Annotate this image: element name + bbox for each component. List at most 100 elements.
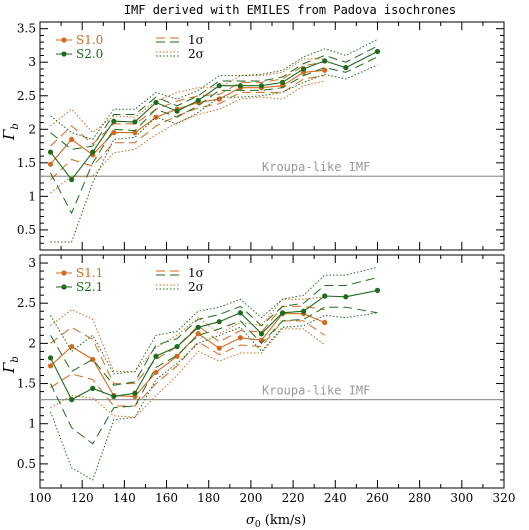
x-tick-label: 280	[408, 491, 431, 505]
data-point	[258, 83, 265, 89]
data-point	[90, 356, 96, 363]
data-point	[174, 353, 180, 359]
y-tick-label: 0.5	[17, 457, 36, 471]
x-tick-label: 140	[113, 491, 136, 505]
bottom-panel: 100 120 140 160 180 200 220 240 260 280 300 320 0.5 1…	[17, 254, 516, 505]
data-point	[322, 67, 328, 73]
data-point	[132, 390, 138, 396]
legend-label: S2.1	[76, 280, 103, 294]
x-tick-label: 200	[239, 491, 262, 505]
data-point	[47, 363, 54, 369]
series-1sigma-lower	[50, 75, 325, 180]
data-point	[279, 310, 286, 316]
data-point	[153, 99, 159, 106]
data-point	[301, 66, 307, 72]
data-point	[153, 369, 159, 375]
y-axis-label-bottom: Γb	[0, 356, 21, 374]
data-point	[132, 119, 138, 125]
series-2sigma-upper	[50, 58, 325, 134]
legend-marker	[61, 51, 67, 57]
series-1sigma-upper	[50, 61, 325, 147]
top-panel: 0.5 1 1.5 2 2.5 3 3.5 Kroupa-like IMF S1.0S2.0 1σ…	[17, 21, 505, 251]
data-point	[69, 136, 75, 142]
legend-sigma-label: 2σ	[188, 280, 204, 294]
data-point	[69, 397, 75, 403]
data-point	[258, 331, 265, 337]
legend-label: S2.0	[76, 47, 103, 61]
data-point	[90, 385, 96, 391]
x-tick-label: 220	[282, 491, 305, 505]
x-tick-label: 160	[155, 491, 178, 505]
data-point	[322, 58, 328, 64]
legend-marker	[61, 284, 67, 290]
y-tick-label: 0.5	[17, 223, 36, 237]
figure-title: IMF derived with EMILES from Padova isoc…	[124, 3, 456, 17]
series-1sigma-upper	[50, 305, 325, 385]
data-point	[174, 108, 180, 114]
series-line	[50, 289, 378, 401]
data-point	[322, 293, 328, 299]
series-2sigma-lower	[50, 312, 378, 481]
y-tick-label: 1	[28, 189, 36, 203]
series-1sigma-lower	[50, 306, 378, 445]
x-tick-label: 100	[29, 491, 52, 505]
kroupa-reference-label: Kroupa-like IMF	[262, 384, 370, 398]
x-tick-label: 260	[366, 491, 389, 505]
legend-sigma-label: 1σ	[188, 266, 204, 280]
data-point	[343, 294, 349, 300]
data-point	[374, 287, 381, 293]
data-point	[195, 97, 201, 104]
x-axis-label: σ0 (km/s)	[246, 513, 306, 530]
data-point	[174, 343, 180, 350]
data-point	[111, 118, 117, 124]
data-point	[195, 324, 201, 330]
svg-text:σ0 (km/s): σ0 (km/s)	[246, 513, 306, 530]
data-point	[237, 83, 243, 89]
data-point	[111, 130, 117, 136]
series-2sigma-lower	[50, 64, 378, 243]
x-tick-label: 300	[450, 491, 473, 505]
data-point	[216, 319, 222, 325]
y-tick-label: 1.5	[17, 156, 36, 170]
data-point	[132, 130, 138, 136]
data-point	[90, 149, 96, 155]
svg-text:Γb: Γb	[0, 123, 21, 141]
data-point	[47, 149, 54, 155]
data-point	[69, 176, 75, 183]
series-line	[50, 313, 325, 397]
y-axis-label-top: Γb	[0, 123, 21, 141]
y-tick-label: 3	[28, 55, 36, 69]
data-point	[47, 161, 54, 167]
series-1sigma-upper	[50, 277, 378, 386]
data-point	[374, 48, 381, 55]
legend-label: S1.1	[76, 266, 103, 280]
y-tick-label: 1.5	[17, 377, 36, 391]
x-tick-label: 320	[493, 491, 516, 505]
data-point	[195, 331, 201, 337]
y-tick-label: 2.5	[17, 89, 36, 103]
data-point	[279, 79, 286, 85]
legend-sigma-label: 2σ	[188, 47, 204, 61]
y-tick-label: 2.5	[17, 296, 36, 310]
y-tick-label: 3.5	[17, 22, 36, 36]
y-tick-label: 1	[28, 417, 36, 431]
data-point	[216, 83, 222, 89]
data-point	[322, 319, 328, 326]
y-tick-label: 2	[28, 336, 36, 350]
y-tick-label: 3	[28, 256, 36, 270]
data-point	[343, 65, 349, 71]
x-tick-label: 240	[324, 491, 347, 505]
series-2sigma-upper	[50, 296, 325, 372]
series-line	[50, 51, 378, 181]
data-point	[237, 335, 243, 341]
y-tick-label: 2	[28, 122, 36, 136]
series-2sigma-lower	[50, 80, 325, 194]
data-point	[153, 353, 159, 359]
x-tick-label: 120	[71, 491, 94, 505]
legend-marker	[61, 270, 67, 276]
data-point	[216, 345, 222, 351]
legend-label: S1.0	[76, 33, 103, 47]
